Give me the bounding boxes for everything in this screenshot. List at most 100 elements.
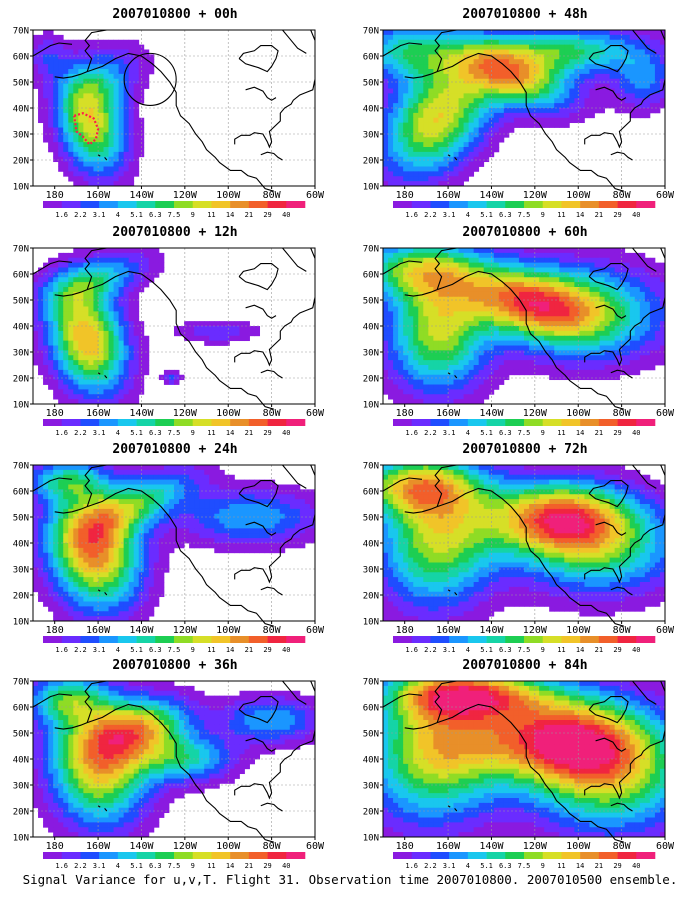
field-cell [579,330,585,337]
field-cell [559,49,565,55]
field-cell [214,326,220,332]
field-cell [93,287,99,293]
field-cell [529,301,535,307]
field-cell [118,69,125,75]
field-cell [534,252,540,259]
field-cell [584,108,590,114]
field-cell [624,257,631,264]
field-cell [478,306,485,312]
field-cell [488,340,495,346]
field-cell [493,252,500,259]
field-cell [549,44,555,50]
field-cell [423,64,429,70]
flight-track [73,112,100,146]
field-cell [599,44,605,50]
field-cell [214,479,220,485]
field-cell [534,73,540,80]
field-cell [589,108,595,114]
field-cell [383,93,389,99]
field-cell [423,262,429,268]
field-cell [68,257,74,264]
field-cell [539,360,545,366]
field-cell [473,394,480,400]
field-cell [443,365,449,371]
field-cell [118,311,125,317]
field-cell [68,59,74,65]
field-cell [398,365,404,371]
field-cell [383,30,389,36]
field-cell [498,321,505,327]
field-cell [654,108,661,114]
field-cell [659,54,666,60]
field-cell [549,350,555,356]
field-cell [43,465,49,471]
field-cell [103,335,109,342]
field-cell [88,296,94,303]
field-cell [133,93,140,99]
field-cell [634,282,641,288]
field-cell [448,34,454,41]
field-cell [229,479,235,485]
field-cell [549,103,555,109]
field-cell [604,287,611,293]
field-cell [33,272,39,278]
field-cell [78,156,84,163]
field-cell [468,132,475,138]
field-cell [78,384,84,390]
field-cell [473,127,480,133]
field-cell [209,340,215,346]
field-cell [599,98,605,104]
field-cell [209,499,215,505]
field-cell [123,316,130,322]
field-cell [88,142,94,148]
colorbar-label: 4 [466,211,470,219]
field-cell [93,166,99,172]
field-cell [98,306,104,312]
field-cell [619,365,626,371]
field-cell [219,330,225,337]
field-cell [468,394,475,400]
field-cell [549,88,555,94]
field-cell [624,272,631,278]
field-cell [219,474,225,481]
field-cell [73,248,79,254]
field-cell [138,142,145,148]
field-cell [68,474,74,481]
field-cell [448,132,454,138]
field-cell [503,88,510,94]
field-cell [58,272,64,278]
field-cell [93,83,99,89]
field-cell [594,88,600,94]
field-cell [93,142,99,148]
field-cell [78,316,84,322]
field-cell [138,117,145,124]
field-cell [554,335,560,342]
field-cell [448,296,454,303]
field-cell [83,54,89,60]
field-cell [118,117,125,124]
field-cell [63,311,69,317]
field-cell [639,69,646,75]
field-cell [393,44,399,50]
field-cell [559,73,565,80]
field-cell [413,34,419,41]
field-cell [463,394,470,400]
field-cell [453,103,459,109]
field-cell [654,30,661,36]
field-cell [408,399,414,405]
field-cell [463,360,470,366]
field-cell [574,103,580,109]
field-cell [224,330,230,337]
field-cell [133,360,140,366]
field-cell [508,83,515,89]
field-cell [83,88,89,94]
field-cell [604,267,611,273]
field-cell [443,355,449,361]
field-cell [138,365,145,371]
field-cell [403,365,409,371]
field-cell [604,272,611,278]
field-cell [143,369,150,376]
field-cell [68,489,74,495]
field-cell [584,88,590,94]
field-cell [418,345,424,351]
